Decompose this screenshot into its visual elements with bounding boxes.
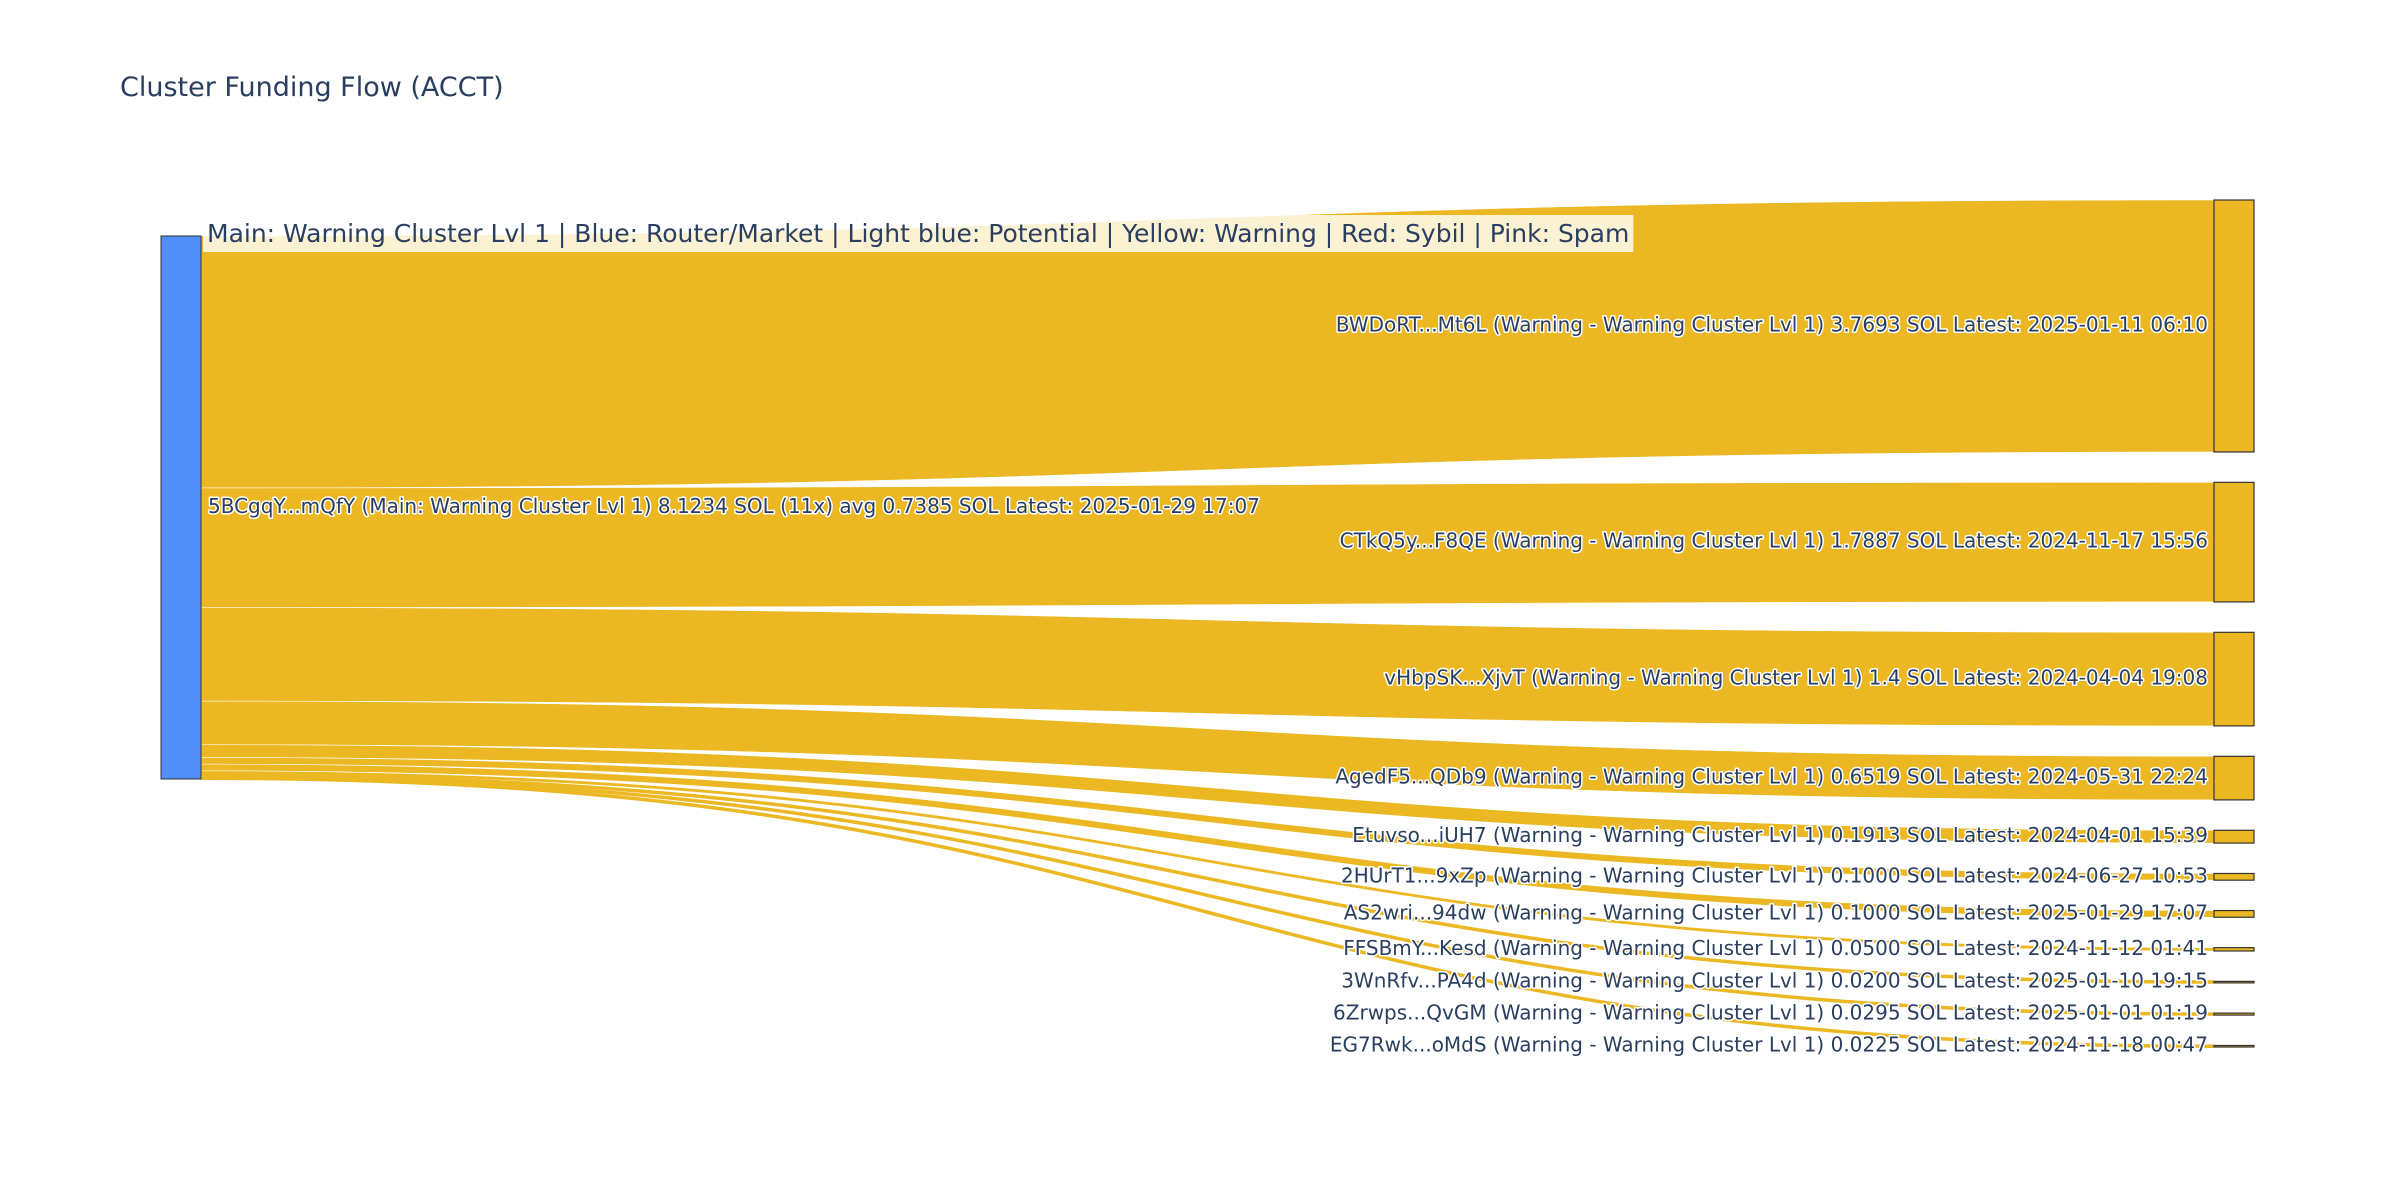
- target-node-label: 6Zrwps...QvGM (Warning - Warning Cluster…: [1333, 1001, 2208, 1025]
- target-node[interactable]: [2213, 829, 2255, 844]
- source-node-label-halo: 5BCgqY...mQfY (Main: Warning Cluster Lvl…: [208, 494, 1260, 518]
- sankey-link[interactable]: [200, 773, 2215, 984]
- target-node-label-halo: BWDoRT...Mt6L (Warning - Warning Cluster…: [1336, 312, 2208, 336]
- target-node-label: AS2wri...94dw (Warning - Warning Cluster…: [1344, 900, 2208, 924]
- sankey-links: [200, 199, 2215, 1048]
- target-node-label-halo: Etuvso...iUH7 (Warning - Warning Cluster…: [1352, 823, 2208, 847]
- target-node[interactable]: [2213, 909, 2255, 918]
- target-node-label: 2HUrT1...9xZp (Warning - Warning Cluster…: [1341, 863, 2208, 887]
- target-node-label-halo: CTkQ5y...F8QE (Warning - Warning Cluster…: [1340, 529, 2208, 553]
- target-node-label: EG7Rwk...oMdS (Warning - Warning Cluster…: [1330, 1033, 2208, 1057]
- legend-note-background: [203, 215, 1634, 252]
- target-node[interactable]: [2213, 980, 2255, 984]
- target-node-label: vHbpSK...XjvT (Warning - Warning Cluster…: [1384, 666, 2208, 690]
- legend-note: Main: Warning Cluster Lvl 1 | Blue: Rout…: [203, 215, 1634, 252]
- source-node-label: 5BCgqY...mQfY (Main: Warning Cluster Lvl…: [208, 494, 1260, 518]
- chart-title: Cluster Funding Flow (ACCT): [120, 72, 504, 103]
- target-node-label-halo: AS2wri...94dw (Warning - Warning Cluster…: [1344, 900, 2208, 924]
- target-node-label: CTkQ5y...F8QE (Warning - Warning Cluster…: [1340, 529, 2208, 553]
- sankey-link[interactable]: [200, 774, 2215, 1016]
- target-node[interactable]: [2213, 872, 2255, 881]
- target-node[interactable]: [2213, 1044, 2255, 1048]
- target-node-label-halo: EG7Rwk...oMdS (Warning - Warning Cluster…: [1330, 1033, 2208, 1057]
- target-node-label: AgedF5...QDb9 (Warning - Warning Cluster…: [1335, 765, 2208, 789]
- sankey-nodes: [160, 199, 2255, 1048]
- target-node-label: Etuvso...iUH7 (Warning - Warning Cluster…: [1352, 823, 2208, 847]
- target-node[interactable]: [2213, 199, 2255, 453]
- sankey-link[interactable]: [200, 776, 2215, 1048]
- target-node-label-halo: FFSBmY...Kesd (Warning - Warning Cluster…: [1343, 936, 2208, 960]
- target-node-label: BWDoRT...Mt6L (Warning - Warning Cluster…: [1336, 312, 2208, 336]
- target-node-label: FFSBmY...Kesd (Warning - Warning Cluster…: [1343, 936, 2208, 960]
- target-node[interactable]: [2213, 947, 2255, 952]
- source-node[interactable]: [160, 235, 202, 780]
- target-node[interactable]: [2213, 631, 2255, 727]
- target-node[interactable]: [2213, 481, 2255, 603]
- legend-note-text: Main: Warning Cluster Lvl 1 | Blue: Rout…: [207, 219, 1629, 248]
- target-node-label-halo: AgedF5...QDb9 (Warning - Warning Cluster…: [1335, 765, 2208, 789]
- target-node[interactable]: [2213, 755, 2255, 801]
- target-node-label: 3WnRfv...PA4d (Warning - Warning Cluster…: [1341, 969, 2208, 993]
- target-node-label-halo: vHbpSK...XjvT (Warning - Warning Cluster…: [1384, 666, 2208, 690]
- target-node[interactable]: [2213, 1012, 2255, 1016]
- target-node-label-halo: 2HUrT1...9xZp (Warning - Warning Cluster…: [1341, 863, 2208, 887]
- target-node-label-halo: 3WnRfv...PA4d (Warning - Warning Cluster…: [1341, 969, 2208, 993]
- target-node-label-halo: 6Zrwps...QvGM (Warning - Warning Cluster…: [1333, 1001, 2208, 1025]
- sankey-labels: 5BCgqY...mQfY (Main: Warning Cluster Lvl…: [207, 311, 2210, 1058]
